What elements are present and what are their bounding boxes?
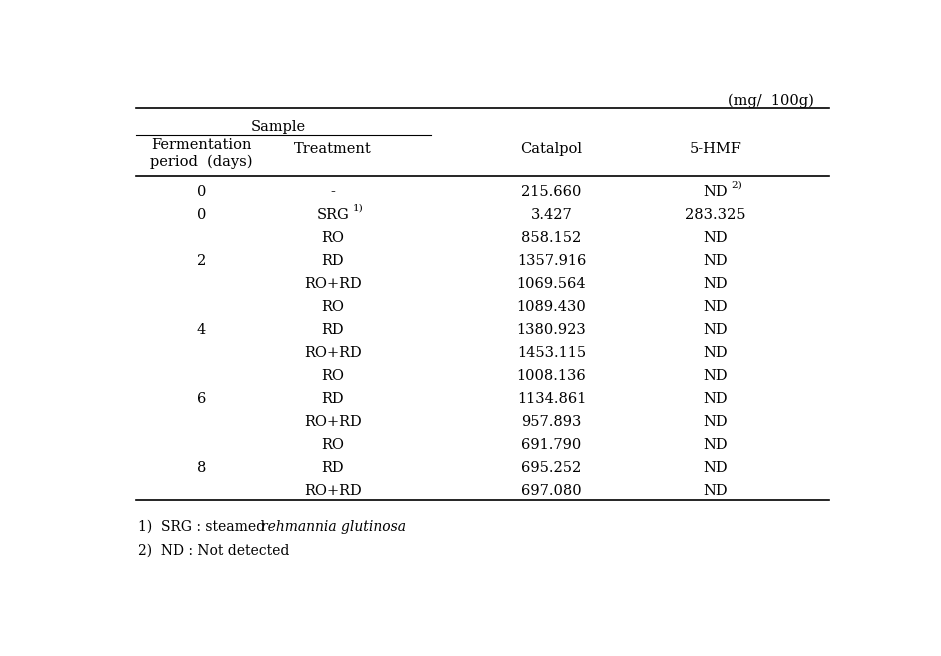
Text: 2: 2 (197, 254, 206, 268)
Text: 8: 8 (197, 461, 206, 474)
Text: 1): 1) (353, 204, 364, 213)
Text: 858.152: 858.152 (521, 231, 582, 245)
Text: ND: ND (703, 392, 728, 405)
Text: ND: ND (703, 369, 728, 382)
Text: 283.325: 283.325 (685, 208, 746, 222)
Text: ND: ND (703, 277, 728, 291)
Text: RO+RD: RO+RD (304, 346, 361, 359)
Text: RD: RD (322, 392, 344, 405)
Text: 691.790: 691.790 (521, 438, 582, 451)
Text: RO: RO (321, 231, 344, 245)
Text: 1008.136: 1008.136 (517, 369, 586, 382)
Text: ND: ND (703, 300, 728, 314)
Text: Catalpol: Catalpol (520, 142, 582, 156)
Text: ND: ND (703, 231, 728, 245)
Text: 2): 2) (732, 181, 742, 190)
Text: 0: 0 (197, 185, 206, 199)
Text: ND: ND (703, 323, 728, 337)
Text: RO: RO (321, 369, 344, 382)
Text: RO+RD: RO+RD (304, 483, 361, 497)
Text: 0: 0 (197, 208, 206, 222)
Text: 6: 6 (197, 392, 206, 405)
Text: SRG: SRG (316, 208, 349, 222)
Text: ND: ND (703, 438, 728, 451)
Text: 957.893: 957.893 (521, 415, 582, 428)
Text: -: - (330, 185, 335, 199)
Text: 1069.564: 1069.564 (517, 277, 586, 291)
Text: 695.252: 695.252 (521, 461, 582, 474)
Text: 5-HMF: 5-HMF (690, 142, 742, 156)
Text: (mg/  100g): (mg/ 100g) (728, 94, 814, 108)
Text: 1134.861: 1134.861 (517, 392, 586, 405)
Text: 1453.115: 1453.115 (517, 346, 586, 359)
Text: ND: ND (703, 346, 728, 359)
Text: RD: RD (322, 254, 344, 268)
Text: RD: RD (322, 461, 344, 474)
Text: 4: 4 (197, 323, 206, 337)
Text: 1)  SRG : steamed: 1) SRG : steamed (138, 520, 269, 534)
Text: 3.427: 3.427 (531, 208, 572, 222)
Text: 697.080: 697.080 (521, 483, 582, 497)
Text: ND: ND (703, 461, 728, 474)
Text: RO+RD: RO+RD (304, 277, 361, 291)
Text: 215.660: 215.660 (521, 185, 582, 199)
Text: rehmannia glutinosa: rehmannia glutinosa (261, 520, 406, 534)
Text: ND: ND (703, 415, 728, 428)
Text: RO+RD: RO+RD (304, 415, 361, 428)
Text: RD: RD (322, 323, 344, 337)
Text: 1089.430: 1089.430 (517, 300, 586, 314)
Text: Sample: Sample (250, 120, 306, 134)
Text: Treatment: Treatment (294, 142, 372, 156)
Text: ND: ND (703, 185, 728, 199)
Text: RO: RO (321, 300, 344, 314)
Text: 2)  ND : Not detected: 2) ND : Not detected (138, 544, 290, 558)
Text: 1357.916: 1357.916 (517, 254, 586, 268)
Text: RO: RO (321, 438, 344, 451)
Text: ND: ND (703, 254, 728, 268)
Text: Fermentation
period  (days): Fermentation period (days) (151, 138, 253, 169)
Text: 1380.923: 1380.923 (517, 323, 586, 337)
Text: ND: ND (703, 483, 728, 497)
